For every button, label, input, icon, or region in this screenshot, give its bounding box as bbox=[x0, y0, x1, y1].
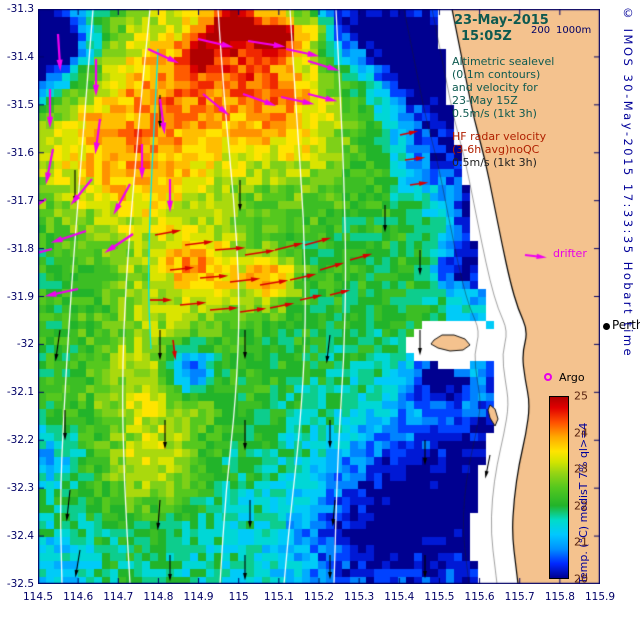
y-axis-tick-label: -32.5 bbox=[6, 578, 34, 590]
hf-note-line: HF radar velocity bbox=[452, 130, 547, 143]
y-axis-tick-label: -31.6 bbox=[6, 146, 34, 159]
perth-label: Perth bbox=[612, 318, 640, 332]
x-axis-tick-label: 115.4 bbox=[384, 591, 415, 603]
colorbar-tick-label: 23 bbox=[574, 462, 588, 476]
colorbar-tick-label: 25 bbox=[574, 389, 588, 403]
temperature-colorbar bbox=[549, 396, 569, 579]
altimetry-note-line: Altimetric sealevel bbox=[452, 55, 555, 68]
x-axis-tick-label: 115.2 bbox=[303, 591, 335, 603]
x-axis-tick-label: 115.1 bbox=[263, 591, 294, 603]
hf-note-line: 0.5m/s (1kt 3h) bbox=[452, 156, 537, 169]
altimetry-note: Altimetric sealevel (0.1m contours) and … bbox=[452, 55, 554, 120]
hf-radar-note: HF radar velocity (3-6h avg)noQC 0.5m/s … bbox=[452, 130, 546, 169]
sst-map-canvas bbox=[38, 9, 600, 584]
y-axis-tick-label: -32.1 bbox=[6, 386, 34, 399]
altimetry-note-line: and velocity for bbox=[452, 81, 538, 94]
x-axis-tick-label: 115.8 bbox=[544, 591, 575, 603]
y-axis-tick-label: -31.9 bbox=[6, 290, 34, 303]
x-axis-tick-label: 114.8 bbox=[143, 591, 174, 603]
colorbar-tick-label: 20 bbox=[574, 572, 588, 586]
y-axis-tick-label: -31.4 bbox=[6, 50, 34, 63]
y-axis-tick-label: -31.5 bbox=[6, 98, 34, 111]
x-axis-tick-label: 115.5 bbox=[424, 591, 455, 603]
argo-marker-icon bbox=[544, 373, 552, 381]
x-axis-tick-label: 115.7 bbox=[504, 591, 535, 603]
date-label: 23-May-2015 bbox=[454, 13, 549, 28]
y-axis-tick-label: -32.2 bbox=[6, 434, 34, 447]
y-axis-tick-label: -31.3 bbox=[6, 3, 34, 15]
y-axis-tick-label: -32 bbox=[16, 338, 34, 351]
y-axis-tick-label: -32.3 bbox=[6, 482, 34, 495]
x-axis-tick-label: 115.3 bbox=[344, 591, 375, 603]
hf-note-line: (3-6h avg)noQC bbox=[452, 143, 540, 156]
argo-label: Argo bbox=[559, 371, 585, 384]
drifter-label: drifter bbox=[553, 247, 587, 260]
colorbar-tick-label: 24 bbox=[574, 426, 588, 440]
colorbar-tick-label: 21 bbox=[574, 535, 588, 549]
y-axis-tick-label: -32.4 bbox=[6, 530, 34, 543]
copyright-text: © IMOS 30-May-2015 17:33:35 Hobart time bbox=[621, 6, 635, 359]
altimetry-note-line: 23-May 15Z bbox=[452, 94, 518, 107]
y-axis-tick-label: -31.8 bbox=[6, 242, 34, 255]
x-axis-tick-label: 114.9 bbox=[183, 591, 214, 603]
x-axis-tick-label: 114.6 bbox=[63, 591, 94, 603]
colorbar-tick-label: 22 bbox=[574, 499, 588, 513]
x-axis-tick-label: 114.5 bbox=[22, 591, 54, 603]
altimetry-note-line: (0.1m contours) bbox=[452, 68, 541, 81]
y-axis-tick-label: -31.7 bbox=[6, 194, 34, 207]
perth-marker-icon bbox=[603, 323, 610, 330]
isobath-200-label: 200 bbox=[531, 25, 551, 36]
altimetry-note-line: 0.5m/s (1kt 3h) bbox=[452, 107, 537, 120]
isobath-1000-label: 1000m bbox=[556, 25, 592, 36]
x-axis-tick-label: 114.7 bbox=[103, 591, 134, 603]
colorbar-label: Temp. (°C) modisT 7% ql>=4 bbox=[577, 422, 590, 584]
time-label: 15:05Z bbox=[461, 29, 512, 44]
x-axis-tick-label: 115.6 bbox=[464, 591, 495, 603]
x-axis-tick-label: 115.9 bbox=[584, 591, 616, 603]
x-axis-tick-label: 115 bbox=[228, 591, 249, 603]
